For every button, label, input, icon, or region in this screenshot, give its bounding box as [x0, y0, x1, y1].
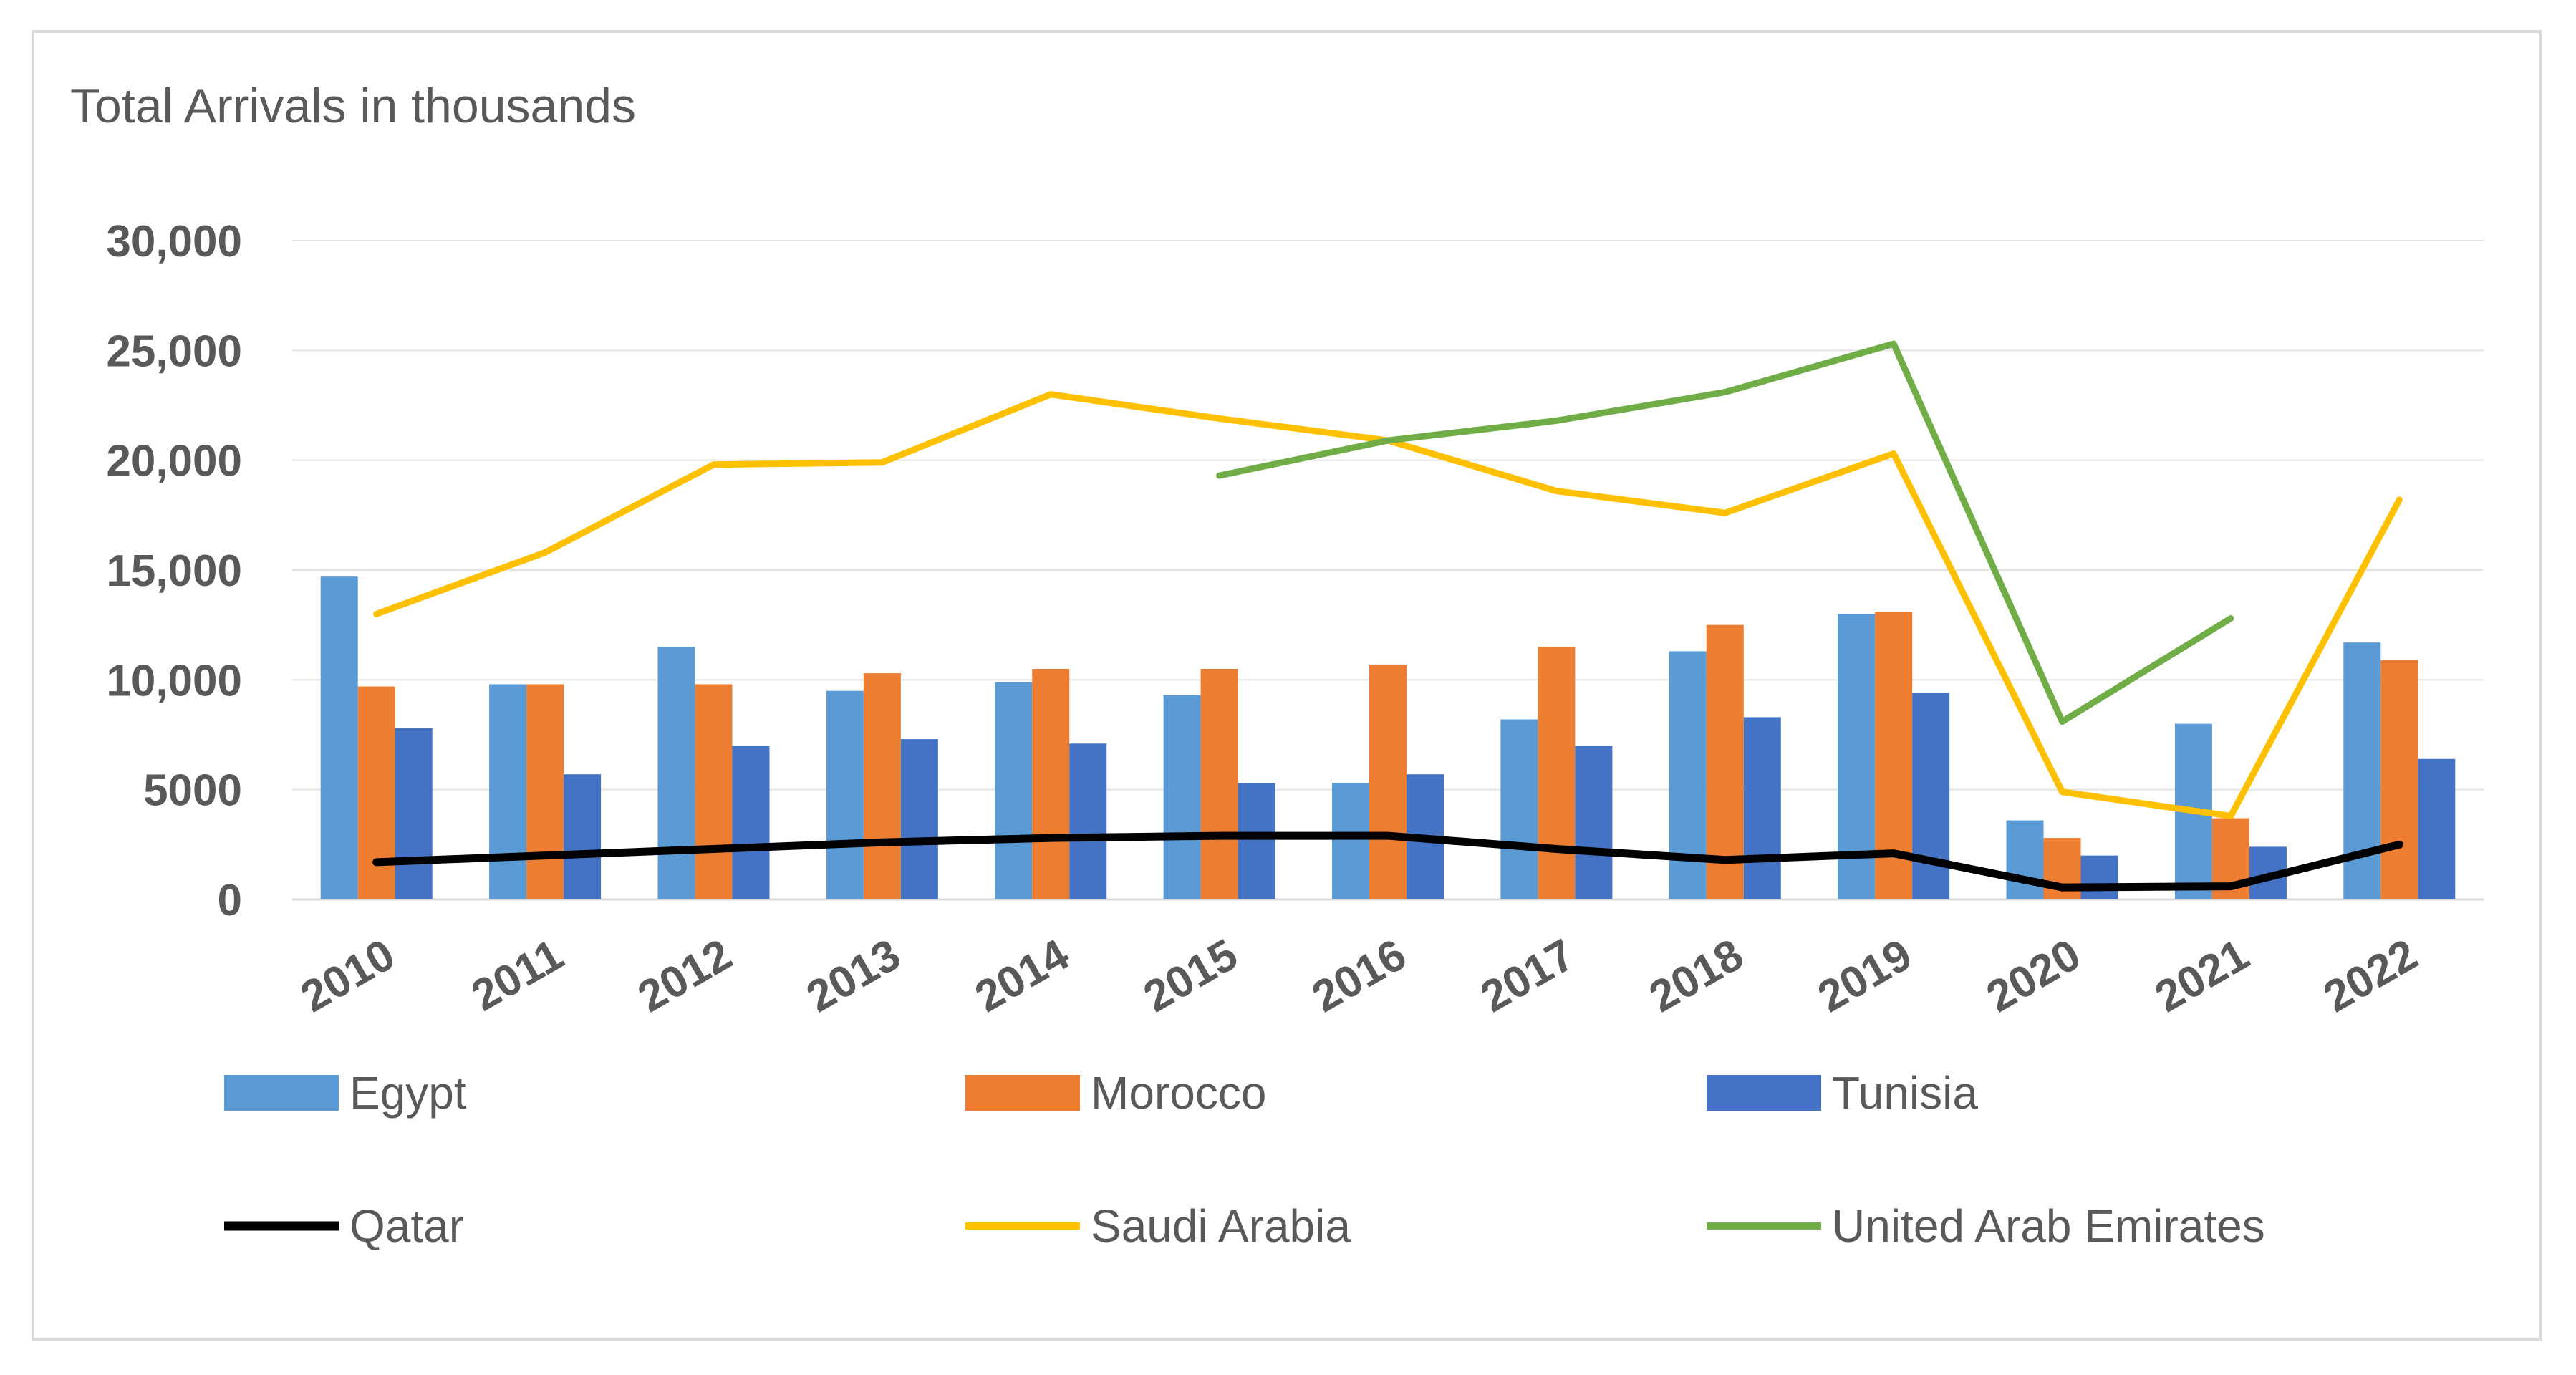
bar-morocco: [1200, 669, 1238, 899]
bar-tunisia: [1575, 746, 1613, 899]
bar-morocco: [695, 684, 733, 899]
bar-morocco: [1032, 669, 1070, 899]
bars: [320, 576, 2456, 899]
legend-swatch-tunisia: [1707, 1075, 1821, 1111]
chart-title: Total Arrivals in thousands: [70, 79, 636, 133]
x-tick-label: 2018: [1641, 930, 1752, 1022]
lines: [372, 340, 2403, 892]
bar-tunisia: [2418, 758, 2456, 899]
chart-container: Total Arrivals in thousands 0 5000 10,000 1…: [32, 30, 2542, 1341]
bar-tunisia: [1912, 693, 1950, 899]
bar-tunisia: [1069, 743, 1107, 899]
y-tick-label: 10,000: [106, 656, 242, 705]
y-axis-ticks: 0 5000 10,000 15,000 20,000 25,000 30,000: [106, 217, 242, 925]
y-tick-label: 20,000: [106, 437, 242, 486]
x-tick-label: 2016: [1304, 930, 1414, 1022]
bar-morocco: [1369, 664, 1407, 899]
bar-egypt: [995, 682, 1033, 899]
bar-egypt: [1332, 783, 1369, 899]
bar-morocco: [357, 686, 395, 899]
bar-tunisia: [900, 739, 938, 899]
y-tick-label: 15,000: [106, 546, 242, 596]
bar-egypt: [489, 684, 527, 899]
bar-morocco: [526, 684, 564, 899]
legend-label: Qatar: [349, 1200, 464, 1252]
bar-morocco: [1538, 647, 1576, 899]
bar-egypt: [1163, 695, 1201, 899]
line-united-arab-emirates: [1216, 340, 2234, 725]
bar-tunisia: [395, 728, 433, 899]
x-tick-label: 2013: [799, 930, 909, 1022]
bar-tunisia: [1238, 783, 1275, 899]
bar-egypt: [657, 647, 695, 899]
line-qatar: [372, 831, 2403, 892]
bar-morocco: [2380, 660, 2418, 899]
y-tick-label: 25,000: [106, 327, 242, 376]
bar-egypt: [826, 690, 864, 899]
legend-label: Saudi Arabia: [1091, 1200, 1351, 1252]
bar-egypt: [1500, 719, 1538, 899]
legend-label: United Arab Emirates: [1832, 1200, 2265, 1252]
x-tick-label: 2022: [2315, 930, 2426, 1022]
bar-morocco: [1706, 624, 1744, 899]
x-tick-label: 2019: [1810, 930, 1920, 1022]
x-tick-label: 2012: [630, 930, 741, 1022]
x-tick-label: 2017: [1472, 930, 1583, 1022]
bar-tunisia: [564, 774, 602, 899]
bar-tunisia: [1743, 717, 1781, 899]
legend: Egypt Morocco Tunisia Qatar Saudi Arabia Unit…: [224, 1067, 2265, 1252]
x-tick-label: 2011: [463, 930, 571, 1021]
x-tick-label: 2010: [293, 930, 403, 1022]
legend-swatch-morocco: [965, 1075, 1080, 1111]
x-tick-label: 2015: [1136, 930, 1246, 1022]
bar-egypt: [320, 576, 358, 899]
y-tick-label: 5000: [143, 766, 242, 816]
x-axis-ticks: 2010 2011 2012 2013 2014 2015 2016 2017 2018 2019…: [293, 930, 2426, 1022]
x-tick-label: 2021: [2147, 930, 2257, 1022]
bar-morocco: [863, 673, 901, 899]
x-tick-label: 2014: [967, 930, 1077, 1022]
x-tick-label: 2020: [1979, 930, 2089, 1022]
bar-tunisia: [2080, 855, 2118, 899]
gridlines: [292, 240, 2484, 901]
y-tick-label: 30,000: [106, 217, 242, 266]
legend-label: Tunisia: [1832, 1067, 1978, 1119]
chart-svg: Total Arrivals in thousands 0 5000 10,000 1…: [70, 79, 2484, 1252]
bar-egypt: [2006, 820, 2044, 899]
legend-label: Morocco: [1091, 1067, 1266, 1119]
legend-label: Egypt: [349, 1067, 467, 1119]
legend-swatch-egypt: [224, 1075, 339, 1111]
y-tick-label: 0: [218, 876, 242, 925]
bar-tunisia: [732, 746, 770, 899]
